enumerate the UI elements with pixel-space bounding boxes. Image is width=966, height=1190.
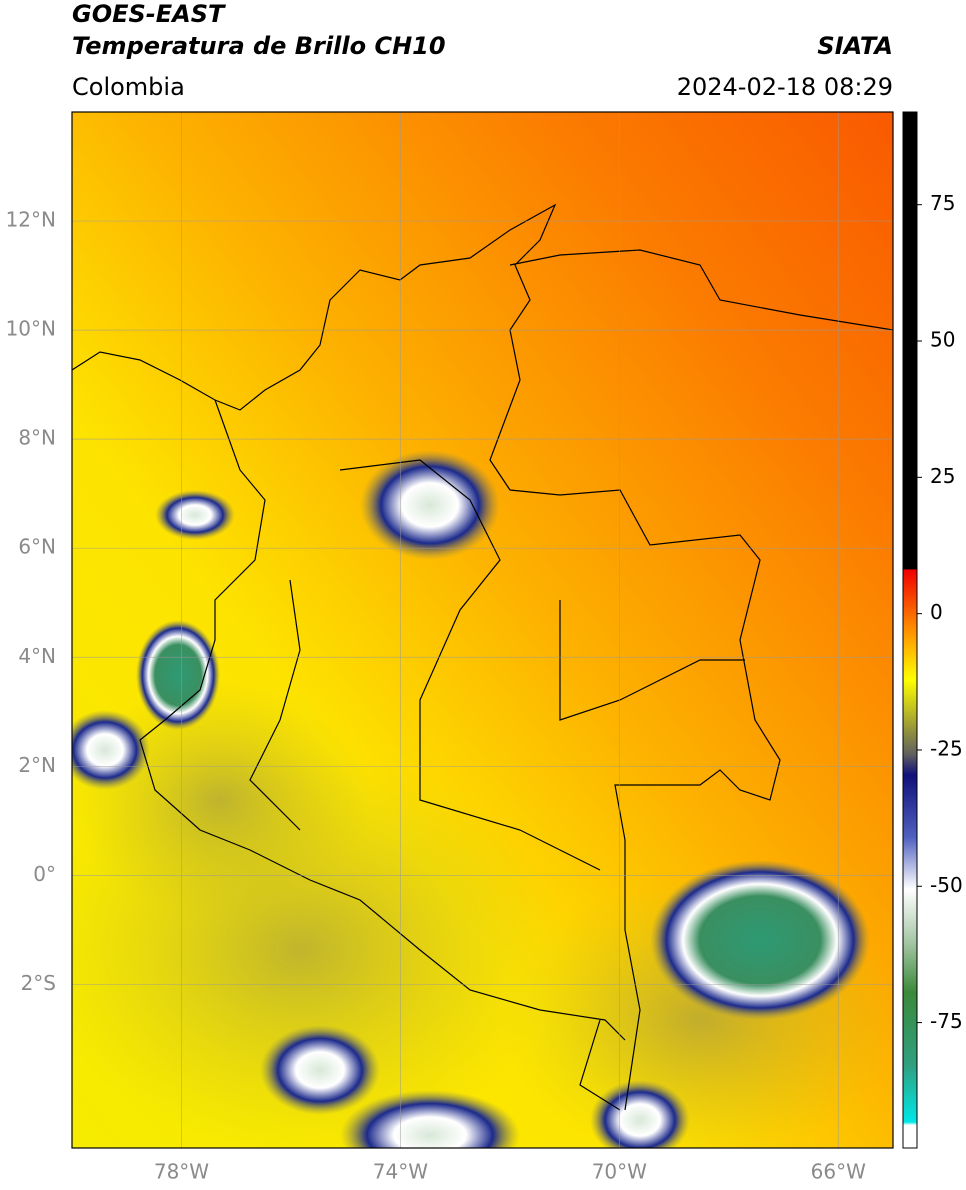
clouds bbox=[72, 450, 870, 1148]
map bbox=[72, 112, 893, 1148]
lon-tick-label: 70°W bbox=[592, 1160, 647, 1184]
map-frame bbox=[71, 111, 894, 1149]
source: SIATA bbox=[817, 32, 893, 60]
colorbar-tick-label: 50 bbox=[930, 328, 955, 352]
lat-tick-label: 8°N bbox=[18, 426, 56, 450]
lat-tick-label: 10°N bbox=[6, 317, 56, 341]
colorbar bbox=[902, 111, 918, 1149]
colorbar-tick-label: -75 bbox=[930, 1009, 963, 1033]
lat-tick-label: 12°N bbox=[6, 208, 56, 232]
lat-tick-label: 2°N bbox=[18, 753, 56, 777]
colorbar-tick-label: 75 bbox=[930, 191, 955, 215]
lat-tick-label: 2°S bbox=[21, 971, 56, 995]
title: GOES-EAST bbox=[72, 0, 226, 28]
colorbar-tick-label: -25 bbox=[930, 736, 963, 760]
colorbar-tick-label: 0 bbox=[930, 600, 943, 624]
lat-tick-label: 6°N bbox=[18, 535, 56, 559]
lat-tick-label: 0° bbox=[33, 862, 56, 886]
borders bbox=[72, 203, 893, 1111]
colorbar-tick-label: -50 bbox=[930, 873, 963, 897]
lat-tick-label: 4°N bbox=[18, 644, 56, 668]
subtitle: Temperatura de Brillo CH10 bbox=[72, 32, 446, 60]
lon-tick-label: 74°W bbox=[373, 1160, 428, 1184]
timestamp: 2024-02-18 08:29 bbox=[677, 73, 893, 101]
lon-tick-label: 66°W bbox=[811, 1160, 866, 1184]
region: Colombia bbox=[72, 73, 185, 101]
lon-tick-label: 78°W bbox=[154, 1160, 209, 1184]
colorbar-tick-label: 25 bbox=[930, 464, 955, 488]
